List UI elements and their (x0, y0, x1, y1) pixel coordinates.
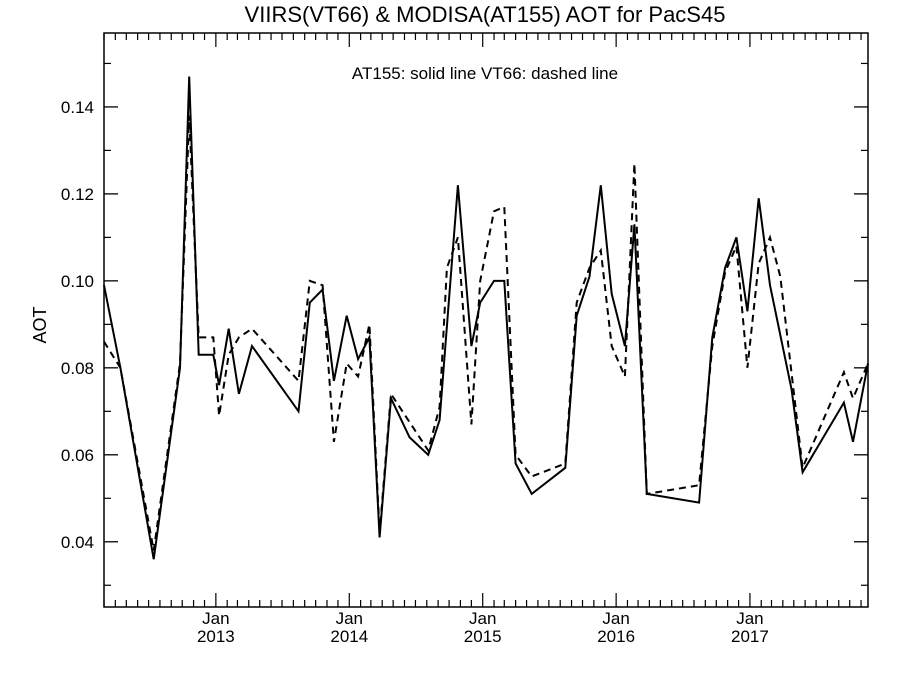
series-line-at155 (103, 76, 869, 560)
x-tick-year-label: 2016 (597, 627, 635, 646)
line-style-annotation: AT155: solid line VT66: dashed line (352, 64, 618, 83)
x-tick-month-label: Jan (469, 609, 496, 628)
y-tick-label: 0.08 (61, 359, 94, 378)
y-tick-label: 0.14 (61, 98, 94, 117)
y-tick-label: 0.06 (61, 446, 94, 465)
chart-title: VIIRS(VT66) & MODISA(AT155) AOT for PacS… (245, 2, 726, 27)
x-tick-year-label: 2015 (464, 627, 502, 646)
y-tick-label: 0.12 (61, 185, 94, 204)
x-tick-month-label: Jan (736, 609, 763, 628)
y-axis-label: AOT (30, 306, 50, 343)
x-tick-month-label: Jan (336, 609, 363, 628)
y-tick-label: 0.04 (61, 533, 94, 552)
x-tick-year-label: 2013 (197, 627, 235, 646)
y-axis-ticks: 0.04 0.06 0.08 0.10 0.12 0.14 (61, 62, 868, 586)
series-layer (103, 76, 869, 560)
x-tick-year-label: 2017 (731, 627, 769, 646)
series-line-vt66 (103, 115, 869, 551)
plot-frame (103, 32, 869, 608)
x-tick-month-label: Jan (602, 609, 629, 628)
y-tick-label: 0.10 (61, 272, 94, 291)
x-tick-year-label: 2014 (330, 627, 368, 646)
x-tick-month-label: Jan (202, 609, 229, 628)
